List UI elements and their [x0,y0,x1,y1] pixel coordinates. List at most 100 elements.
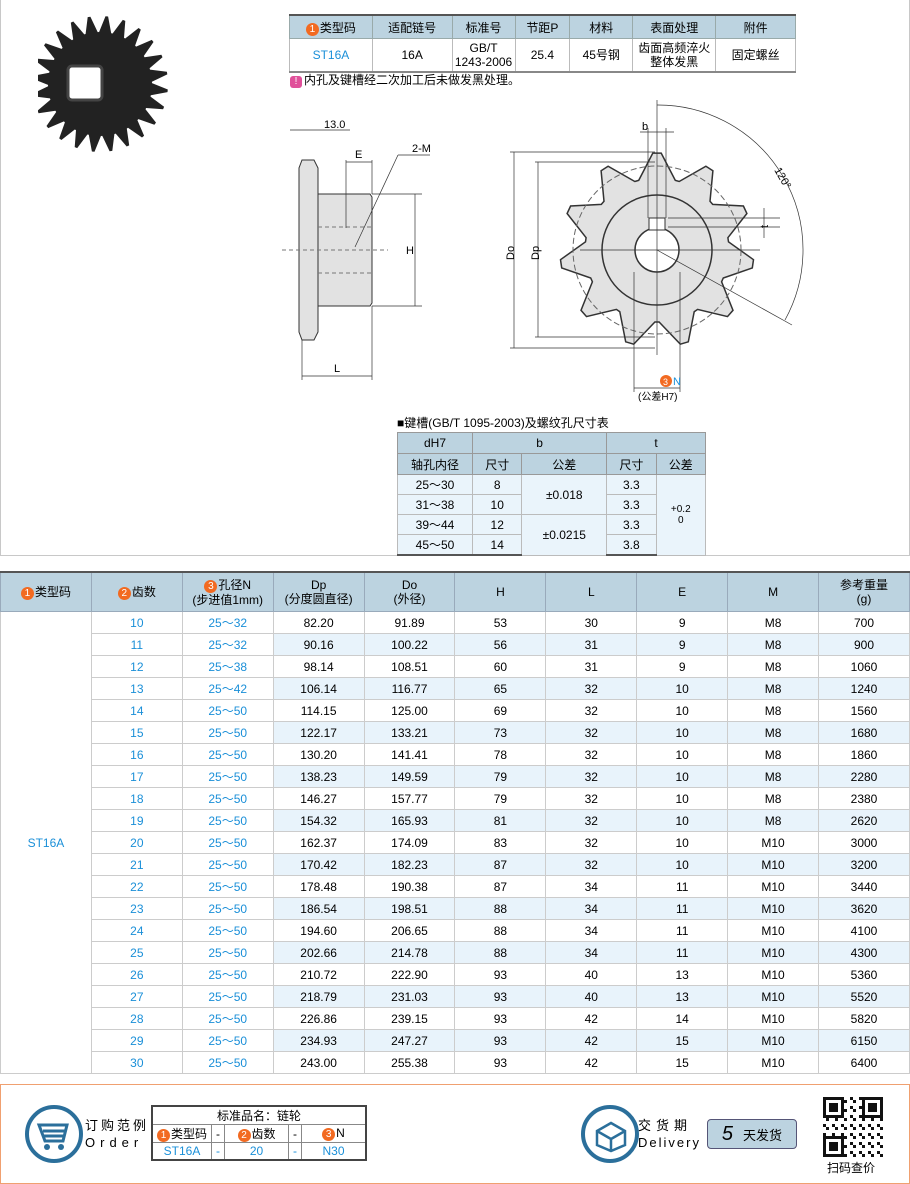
cell: 1060 [818,655,910,678]
cell: 154.32 [272,809,365,832]
dash: - [288,1124,303,1143]
cell: M8 [727,677,820,700]
cell: 198.51 [363,897,456,920]
cell: 19 [90,809,183,832]
cell: 88 [454,941,547,964]
cell: 25～50 [181,941,274,964]
cell: 5820 [818,1007,910,1030]
qr-label: 扫码查价 [827,1161,876,1175]
cell: 79 [454,787,547,810]
col-b-tol: 公差 [521,453,608,475]
cell: 11 [636,919,729,942]
col-t: t [606,432,706,454]
col-e: E [636,571,729,612]
cell: 39～44 [397,514,473,535]
cell: 93 [454,985,547,1008]
cell: 11 [636,875,729,898]
table-row: 30 25～50 243.00 255.38 93 42 15 M10 6400 [1,1051,910,1074]
table-row: 25 25～50 202.66 214.78 88 34 11 M10 4300 [1,941,910,964]
cell: 239.15 [363,1007,456,1030]
cell: 10 [90,611,183,634]
cell: 900 [818,633,910,656]
table-row: 15 25～50 122.17 133.21 73 32 10 M8 1680 [1,721,910,744]
cell: 93 [454,963,547,986]
cell: 10 [636,831,729,854]
cell: 226.86 [272,1007,365,1030]
cell: 14 [90,699,183,722]
cell: 170.42 [272,853,365,876]
cell: 32 [545,831,638,854]
cell: 5360 [818,963,910,986]
cell: 255.38 [363,1051,456,1074]
cell: 21 [90,853,183,876]
table-row: 14 25～50 114.15 125.00 69 32 10 M8 1560 [1,699,910,722]
note: ! 内孔及键槽经二次加工后未做发黑处理。 [290,71,520,88]
cell: 174.09 [363,831,456,854]
col-l: L [545,571,638,612]
cell: 8 [471,474,523,495]
cell: 78 [454,743,547,766]
cell: 25～32 [181,633,274,656]
col-pitch: 节距P [514,14,571,39]
table-row: 18 25～50 146.27 157.77 79 32 10 M8 2380 [1,787,910,810]
col-bore: 3 孔径N (步进值1mm) [181,571,274,612]
cell: 53 [454,611,547,634]
cell: 10 [636,853,729,876]
cell: 243.00 [272,1051,365,1074]
product-photo [38,16,168,152]
cell: 88 [454,897,547,920]
cell: M8 [727,787,820,810]
cell: 17 [90,765,183,788]
cell: M10 [727,919,820,942]
table-row: 12 25～38 98.14 108.51 60 31 9 M8 1060 [1,655,910,678]
cell: 4100 [818,919,910,942]
cell: 56 [454,633,547,656]
cell: 25～50 [181,809,274,832]
cell: 10 [636,809,729,832]
cell: 16 [90,743,183,766]
cell: 25～42 [181,677,274,700]
qr-code[interactable] [823,1097,883,1157]
cell: 10 [636,743,729,766]
cell: 28 [90,1007,183,1030]
cell: 31 [545,633,638,656]
cell: M10 [727,875,820,898]
cell: M8 [727,699,820,722]
cell: 25～38 [181,655,274,678]
spec-table: 1 类型码 适配链号 标准号 节距P 材料 表面处理 附件 ST16A 16A G… [289,14,796,73]
dash: - [288,1142,303,1161]
cell: 25～50 [181,1029,274,1052]
cell: 40 [545,985,638,1008]
table-row: 17 25～50 138.23 149.59 79 32 10 M8 2280 [1,765,910,788]
dim-do: Do [505,246,517,260]
cell: 202.66 [272,941,365,964]
cart-icon [25,1105,83,1163]
delivery-label-en: Delivery [638,1135,701,1150]
cell: 186.54 [272,897,365,920]
dim-l: L [334,363,340,375]
standard-name: 标准品名：链轮 [151,1105,367,1125]
col-shaft: 轴孔内径 [397,453,473,475]
cell: M10 [727,1029,820,1052]
cell: 10 [636,699,729,722]
cell: 42 [545,1051,638,1074]
cell: 25～50 [181,919,274,942]
cell: 32 [545,809,638,832]
cell: 42 [545,1007,638,1030]
cell: 11 [636,897,729,920]
table-row: 13 25～42 106.14 116.77 65 32 10 M8 1240 [1,677,910,700]
cell: 5520 [818,985,910,1008]
cell: 固定螺丝 [715,38,796,73]
cell: 32 [545,743,638,766]
dim-n-tolerance: (公差H7) [638,390,677,403]
col-type: 1 类型码 [0,571,92,612]
cell: 25～50 [181,963,274,986]
cell: 2280 [818,765,910,788]
cell: 114.15 [272,699,365,722]
cell: 178.48 [272,875,365,898]
cell: M10 [727,985,820,1008]
cell: 2620 [818,809,910,832]
table-row: 24 25～50 194.60 206.65 88 34 11 M10 4100 [1,919,910,942]
cell: 108.51 [363,655,456,678]
